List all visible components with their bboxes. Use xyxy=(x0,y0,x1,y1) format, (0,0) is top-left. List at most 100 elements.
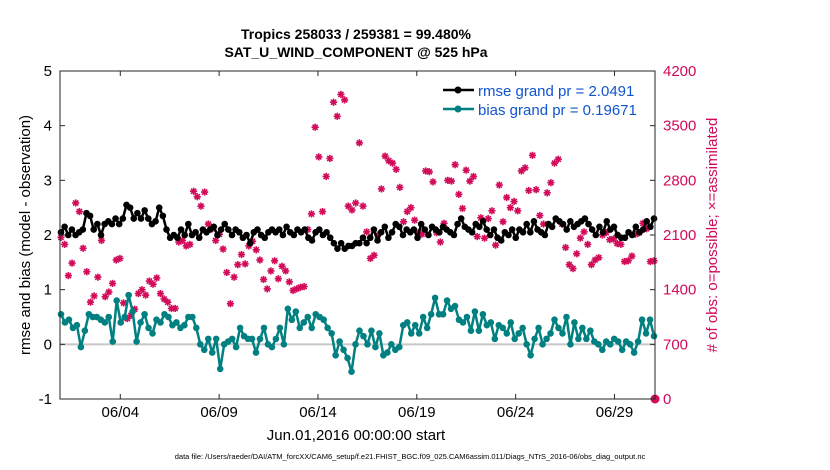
chart-title-line2: SAT_U_WIND_COMPONENT @ 525 hPa xyxy=(224,44,487,60)
bias-marker xyxy=(567,341,574,348)
obs-assimilated-marker xyxy=(97,236,106,245)
obs-assimilated-marker xyxy=(447,177,456,185)
obs-assimilated-marker xyxy=(462,166,470,174)
bias-marker xyxy=(348,368,355,375)
rmse-marker xyxy=(374,237,381,244)
obs-assimilated-marker xyxy=(153,274,161,282)
rmse-marker xyxy=(639,226,647,233)
rmse-marker xyxy=(275,226,283,233)
obs-assimilated-marker xyxy=(311,123,319,131)
obs-assimilated-marker xyxy=(514,207,522,215)
rmse-marker xyxy=(94,220,101,228)
obs-assimilated-marker xyxy=(116,254,124,263)
y-tick-label-left: -1 xyxy=(39,391,52,408)
bias-marker xyxy=(499,324,507,332)
rmse-marker xyxy=(421,226,429,233)
rmse-marker xyxy=(559,220,567,228)
rmse-marker xyxy=(650,215,658,222)
bias-marker xyxy=(372,343,379,351)
rmse-marker xyxy=(530,218,538,225)
obs-assimilated-marker xyxy=(377,185,386,193)
bias-marker xyxy=(515,330,522,337)
obs-assimilated-marker xyxy=(315,153,323,161)
x-tick-label: 06/04 xyxy=(102,404,140,421)
bias-marker xyxy=(523,341,530,348)
bias-marker xyxy=(415,330,423,337)
bias-marker xyxy=(208,349,216,356)
rmse-marker xyxy=(64,231,72,239)
obs-assimilated-marker xyxy=(226,300,235,308)
bias-marker xyxy=(650,332,658,340)
rmse-marker xyxy=(155,204,163,211)
legend-rmse-marker xyxy=(454,86,462,94)
bias-marker xyxy=(288,316,296,324)
obs-assimilated-marker xyxy=(223,268,231,277)
obs-assimilated-marker xyxy=(451,161,459,169)
obs-assimilated-marker xyxy=(521,164,529,172)
rmse-marker xyxy=(366,234,374,242)
bias-marker xyxy=(300,319,308,326)
obs-assimilated-marker xyxy=(359,202,367,210)
rmse-marker xyxy=(450,231,458,239)
rmse-marker xyxy=(337,239,345,247)
bias-marker xyxy=(324,324,331,332)
obs-assimilated-marker xyxy=(186,240,194,248)
bias-marker xyxy=(137,319,144,326)
rmse-marker xyxy=(486,231,494,239)
bias-marker xyxy=(535,324,542,332)
y-tick-label-right: 1400 xyxy=(663,282,696,299)
obs-assimilated-marker xyxy=(274,275,282,283)
y-tick-label-left: 4 xyxy=(44,118,52,135)
rmse-marker xyxy=(396,223,403,231)
obs-assimilated-marker xyxy=(352,199,360,207)
bias-marker xyxy=(467,327,475,334)
bias-marker xyxy=(328,330,335,337)
bias-marker xyxy=(618,346,626,354)
obs-assimilated-marker xyxy=(573,250,581,258)
bias-marker xyxy=(204,335,212,343)
obs-assimilated-marker xyxy=(366,254,374,263)
bias-marker xyxy=(571,319,578,326)
obs-assimilated-marker xyxy=(285,278,293,286)
obs-assimilated-marker xyxy=(68,259,76,267)
bias-marker xyxy=(260,324,268,332)
rmse-marker xyxy=(483,226,490,233)
obs-assimilated-marker xyxy=(392,165,400,173)
bias-marker xyxy=(411,321,419,329)
bias-marker xyxy=(491,335,499,343)
rmse-marker xyxy=(97,231,105,239)
obs-assimilated-marker xyxy=(241,260,249,268)
obs-assimilated-marker xyxy=(595,254,603,262)
bias-marker xyxy=(344,354,351,362)
obs-assimilated-marker xyxy=(271,257,279,265)
bias-marker xyxy=(356,327,363,334)
rmse-marker xyxy=(581,215,589,222)
rmse-marker xyxy=(610,223,618,231)
rmse-marker xyxy=(647,223,654,231)
rmse-marker xyxy=(134,209,141,217)
rmse-marker xyxy=(599,228,607,236)
bias-marker xyxy=(276,324,284,332)
bias-marker xyxy=(340,346,347,354)
y-tick-label-right: 2100 xyxy=(663,227,696,244)
bias-marker xyxy=(256,335,264,343)
obs-assimilated-marker xyxy=(495,181,503,189)
rmse-marker xyxy=(185,220,192,228)
obs-assimilated-marker xyxy=(189,187,198,195)
rmse-marker xyxy=(210,223,218,231)
obs-assimilated-marker xyxy=(164,298,172,306)
obs-assimilated-marker xyxy=(499,218,507,226)
rmse-marker xyxy=(505,231,512,239)
rmse-marker xyxy=(57,228,65,236)
rmse-marker xyxy=(414,234,421,242)
bias-marker xyxy=(196,341,204,348)
bias-marker xyxy=(614,338,622,345)
bias-marker xyxy=(232,343,240,351)
obs-assimilated-marker xyxy=(388,159,397,167)
rmse-marker xyxy=(523,220,530,228)
bias-marker xyxy=(626,341,634,348)
obs-assimilated-marker xyxy=(370,251,378,259)
bias-marker xyxy=(427,310,435,318)
y-tick-label-right: 4200 xyxy=(663,63,696,80)
